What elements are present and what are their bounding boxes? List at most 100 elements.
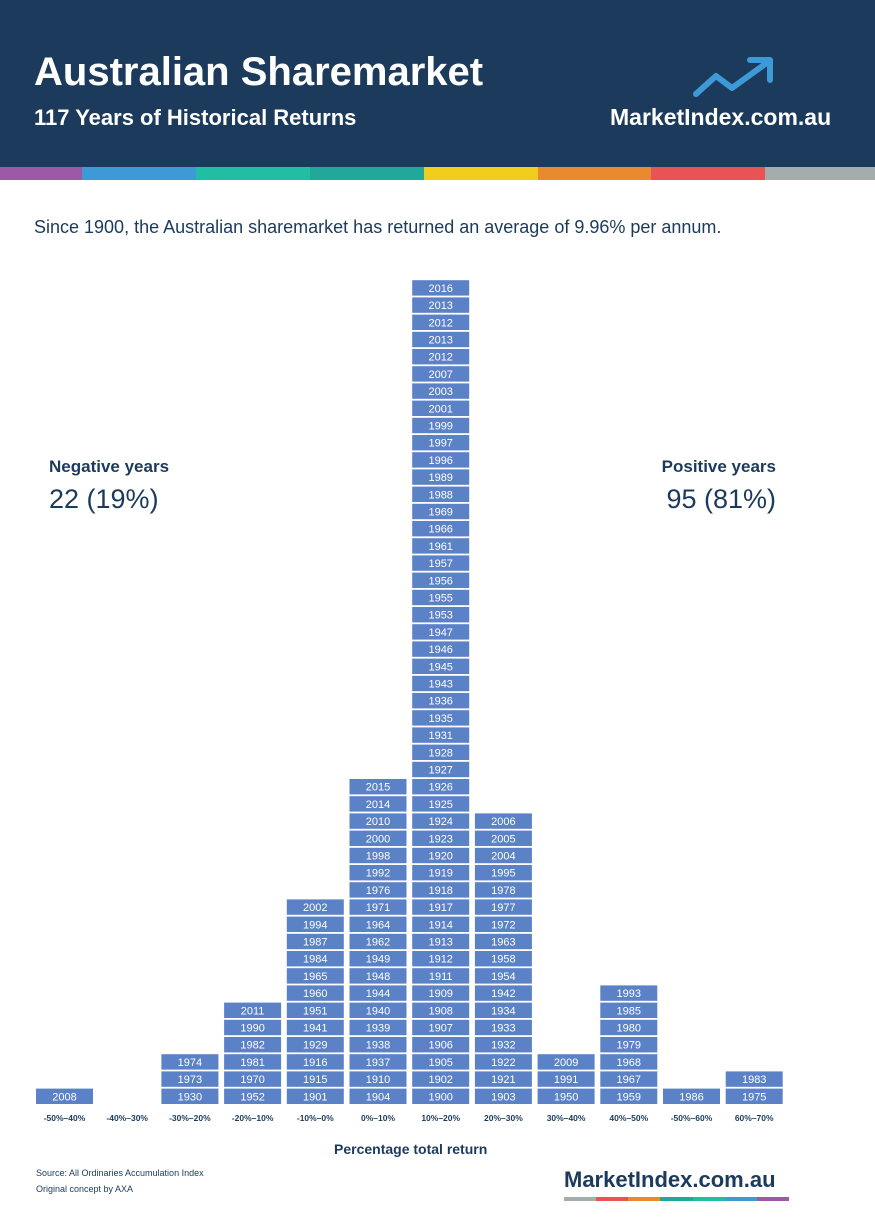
year-label: 1944 bbox=[366, 988, 390, 1000]
source-note: Source: All Ordinaries Accumulation Inde… bbox=[36, 1168, 204, 1178]
year-label: 2015 bbox=[366, 782, 390, 794]
year-box bbox=[412, 796, 470, 812]
year-label: 1957 bbox=[428, 558, 452, 570]
year-box bbox=[286, 916, 344, 932]
year-label: 1985 bbox=[617, 1005, 641, 1017]
x-tick-label: 60%–70% bbox=[735, 1113, 774, 1123]
year-box bbox=[349, 813, 407, 829]
year-label: 1959 bbox=[617, 1091, 641, 1103]
stripe-segment bbox=[692, 1197, 725, 1201]
year-box bbox=[412, 469, 470, 485]
year-box bbox=[286, 1088, 344, 1104]
year-label: 1965 bbox=[303, 971, 327, 983]
year-box bbox=[412, 830, 470, 846]
stripe-segment bbox=[538, 167, 651, 180]
year-box bbox=[725, 1071, 783, 1087]
year-label: 1960 bbox=[303, 988, 327, 1000]
year-box bbox=[412, 882, 470, 898]
year-label: 1912 bbox=[428, 954, 452, 966]
year-box bbox=[412, 314, 470, 330]
year-label: 1966 bbox=[428, 524, 452, 536]
year-label: 1978 bbox=[491, 885, 515, 897]
year-box bbox=[349, 1088, 407, 1104]
year-label: 1941 bbox=[303, 1023, 327, 1035]
year-label: 1947 bbox=[428, 627, 452, 639]
year-label: 1958 bbox=[491, 954, 515, 966]
year-box bbox=[224, 1002, 282, 1018]
year-box bbox=[474, 1002, 532, 1018]
year-label: 1924 bbox=[428, 816, 452, 828]
year-label: 1921 bbox=[491, 1074, 515, 1086]
year-box bbox=[224, 1071, 282, 1087]
year-label: 2013 bbox=[428, 335, 452, 347]
positive-years-label: Positive years bbox=[661, 457, 776, 476]
year-box bbox=[412, 297, 470, 313]
year-box bbox=[663, 1088, 720, 1104]
year-box bbox=[161, 1054, 219, 1070]
year-box bbox=[412, 693, 470, 709]
year-box bbox=[349, 847, 407, 864]
year-box bbox=[474, 1037, 532, 1053]
year-label: 1946 bbox=[428, 644, 452, 656]
year-label: 1968 bbox=[617, 1057, 641, 1069]
x-tick-label: 30%–40% bbox=[547, 1113, 586, 1123]
year-label: 1919 bbox=[428, 868, 452, 880]
year-label: 1945 bbox=[428, 661, 452, 673]
year-box bbox=[412, 486, 470, 502]
year-box bbox=[412, 813, 470, 829]
year-label: 1976 bbox=[366, 885, 390, 897]
year-box bbox=[474, 1019, 532, 1036]
year-box bbox=[600, 1002, 658, 1018]
stripe-segment bbox=[82, 167, 196, 180]
year-box bbox=[161, 1071, 219, 1087]
year-label: 2012 bbox=[428, 352, 452, 364]
year-label: 1933 bbox=[491, 1023, 515, 1035]
year-box bbox=[537, 1054, 595, 1070]
year-box bbox=[474, 899, 532, 915]
year-label: 1987 bbox=[303, 937, 327, 949]
year-label: 1986 bbox=[679, 1091, 703, 1103]
year-box bbox=[286, 1002, 344, 1018]
year-box bbox=[412, 452, 470, 468]
year-box bbox=[412, 435, 470, 451]
year-label: 1992 bbox=[366, 868, 390, 880]
year-label: 1942 bbox=[491, 988, 515, 1000]
year-label: 1907 bbox=[428, 1023, 452, 1035]
x-tick-label: 10%–20% bbox=[421, 1113, 460, 1123]
year-label: 1932 bbox=[491, 1040, 515, 1052]
page-title: Australian Sharemarket bbox=[34, 50, 484, 94]
year-box bbox=[286, 899, 344, 915]
year-label: 1913 bbox=[428, 937, 452, 949]
header-banner: Australian Sharemarket 117 Years of Hist… bbox=[0, 0, 875, 167]
year-box bbox=[474, 830, 532, 846]
year-box bbox=[412, 951, 470, 967]
year-box bbox=[412, 865, 470, 881]
year-box bbox=[474, 1054, 532, 1070]
year-box bbox=[412, 1054, 470, 1070]
year-label: 1939 bbox=[366, 1023, 390, 1035]
year-box bbox=[537, 1088, 595, 1104]
year-label: 1974 bbox=[178, 1057, 202, 1069]
year-box bbox=[600, 1088, 658, 1104]
year-label: 2002 bbox=[303, 902, 327, 914]
year-label: 1909 bbox=[428, 988, 452, 1000]
concept-note: Original concept by AXA bbox=[36, 1184, 134, 1194]
year-box bbox=[412, 1002, 470, 1018]
year-box bbox=[537, 1071, 595, 1087]
year-box bbox=[474, 882, 532, 898]
year-box bbox=[474, 968, 532, 984]
stripe-segment bbox=[196, 167, 310, 180]
stripe-segment bbox=[0, 167, 82, 180]
footer-brand-logo: MarketIndex.com.au bbox=[564, 1167, 776, 1192]
brand-logo-text: MarketIndex.com.au bbox=[610, 104, 832, 130]
x-tick-label: 20%–30% bbox=[484, 1113, 523, 1123]
year-box bbox=[725, 1088, 783, 1104]
stripe-segment bbox=[628, 1197, 661, 1201]
year-box bbox=[412, 916, 470, 932]
year-box bbox=[224, 1019, 282, 1036]
year-box bbox=[412, 572, 470, 588]
year-label: 1988 bbox=[428, 489, 452, 501]
year-label: 1929 bbox=[303, 1040, 327, 1052]
year-box bbox=[412, 744, 470, 760]
x-tick-label: -40%–30% bbox=[106, 1113, 148, 1123]
